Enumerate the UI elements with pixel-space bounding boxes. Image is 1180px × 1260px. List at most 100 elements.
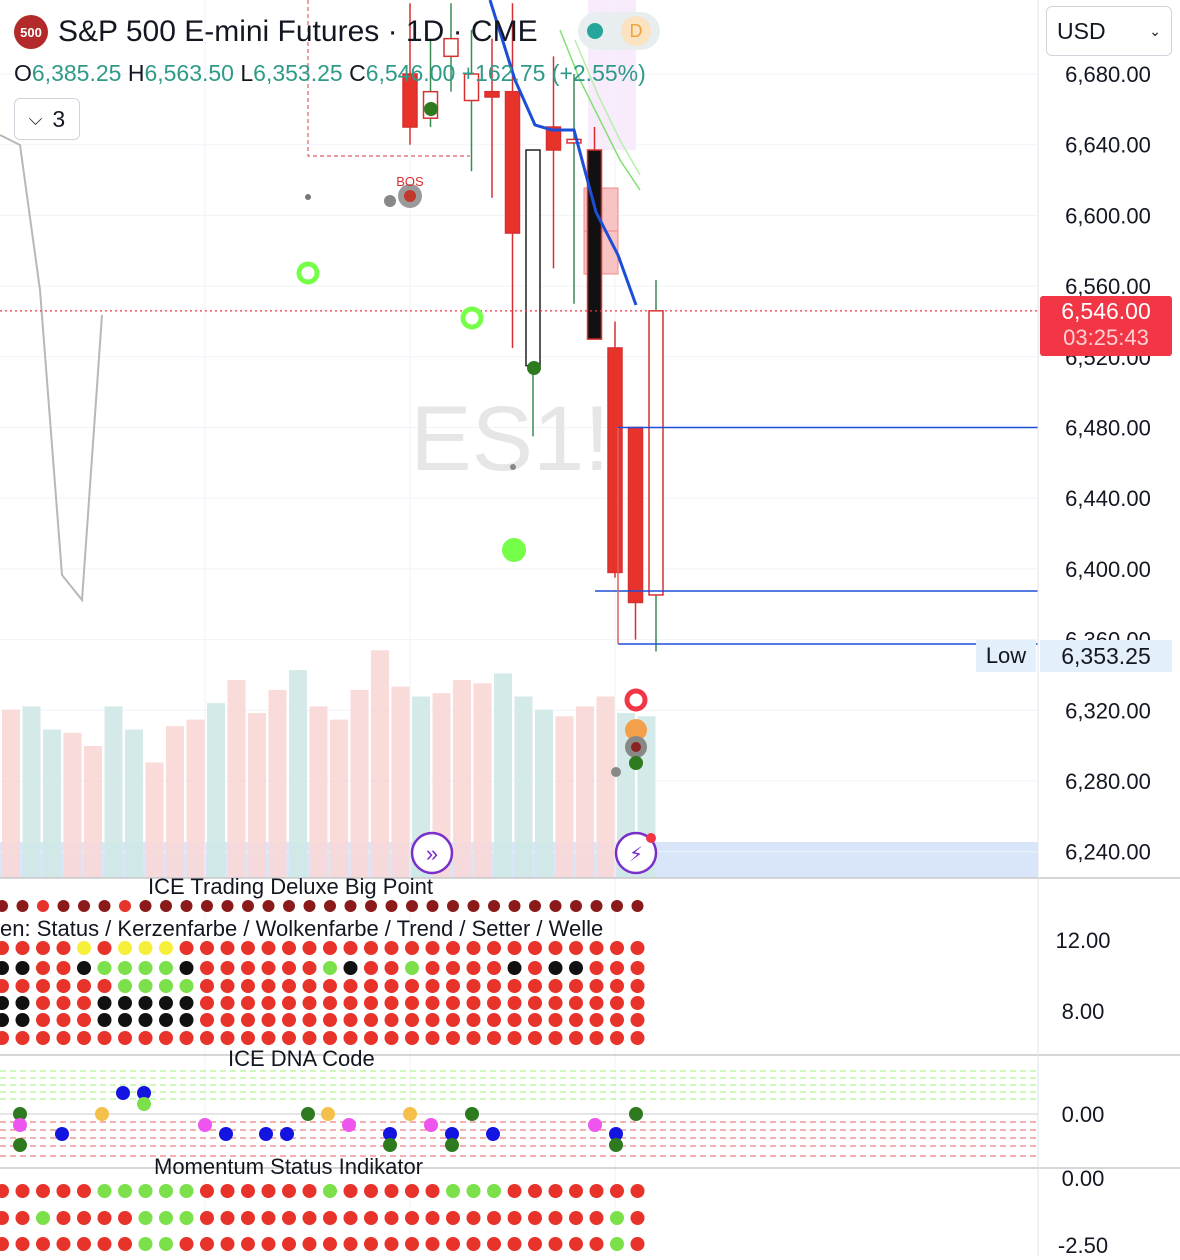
status-dot <box>343 941 358 955</box>
momentum-dot <box>15 1211 30 1225</box>
momentum-dot <box>241 1211 255 1225</box>
momentum-dot <box>261 1211 276 1225</box>
status-dot <box>569 941 583 955</box>
status-dot <box>324 900 336 912</box>
status-dot <box>180 900 193 912</box>
watermark: ES1! <box>410 388 609 490</box>
status-dot <box>425 979 440 993</box>
indicators-collapse-button[interactable]: ⌵ 3 <box>14 98 80 140</box>
candle <box>504 3 521 348</box>
status-dot <box>630 941 645 955</box>
volume-bar <box>555 716 574 878</box>
momentum-dot <box>200 1184 214 1198</box>
pane-axis-label: 8.00 <box>1062 999 1105 1024</box>
status-dot <box>343 961 358 975</box>
status-dot <box>15 996 30 1010</box>
momentum-dot <box>343 1237 358 1251</box>
price-axis-label: 6,240.00 <box>1065 840 1151 865</box>
status-dot <box>548 996 563 1010</box>
market-open-dot-icon <box>587 23 603 39</box>
volume-bar <box>227 680 246 878</box>
status-dot <box>405 941 419 955</box>
dna-dot <box>342 1118 356 1132</box>
momentum-dot <box>548 1184 563 1198</box>
status-dot <box>302 941 317 955</box>
status-dot <box>159 1013 173 1027</box>
status-dot <box>241 1031 255 1045</box>
status-dot <box>610 996 624 1010</box>
status-dot <box>323 996 337 1010</box>
status-dot <box>590 900 603 912</box>
status-dot <box>220 996 235 1010</box>
close-value: 6,546.00 <box>365 60 456 86</box>
status-dot <box>138 996 153 1010</box>
momentum-dot <box>528 1211 542 1225</box>
status-dot <box>200 941 214 955</box>
status-dot <box>589 1013 604 1027</box>
dna-dot <box>609 1127 623 1141</box>
status-dot <box>179 961 194 975</box>
signal-dot-marker <box>631 742 641 752</box>
change-value: +162.75 (+2.55%) <box>461 60 646 86</box>
status-dot <box>569 1013 583 1027</box>
status-dot <box>200 1013 214 1027</box>
volume-bar <box>43 729 61 878</box>
high-key: H <box>127 60 145 86</box>
volume-bar <box>412 696 430 878</box>
momentum-dot <box>384 1211 399 1225</box>
volume-bar <box>289 670 307 878</box>
volume-bar <box>473 683 492 878</box>
momentum-dot <box>507 1211 522 1225</box>
high-value: 6,563.50 <box>144 60 234 86</box>
status-dot <box>507 1031 522 1045</box>
symbol-title[interactable]: S&P 500 E-mini Futures · 1D · CME <box>58 15 538 48</box>
status-dot <box>487 941 501 955</box>
status-dot <box>56 1031 71 1045</box>
status-dot <box>200 996 214 1010</box>
status-dot <box>200 1031 214 1045</box>
signal-ring-marker <box>624 688 648 712</box>
session-break-icon <box>410 831 454 875</box>
momentum-dot <box>487 1211 501 1225</box>
status-dot <box>610 961 624 975</box>
momentum-dot <box>466 1184 481 1198</box>
momentum-dot <box>548 1237 563 1251</box>
status-dot <box>364 961 378 975</box>
bos-label: BOS <box>396 174 424 189</box>
signal-dot-marker <box>527 361 541 375</box>
status-dot <box>220 1013 235 1027</box>
volume-bar <box>166 726 184 878</box>
status-dot <box>201 900 213 912</box>
momentum-dot <box>446 1211 460 1225</box>
momentum-dot <box>200 1211 214 1225</box>
status-dot <box>283 900 295 912</box>
status-dot <box>78 900 90 912</box>
indicator-count: 3 <box>52 105 66 132</box>
momentum-dot <box>507 1184 522 1198</box>
open-key: O <box>14 60 32 86</box>
momentum-dot <box>343 1184 358 1198</box>
status-dot <box>118 941 132 955</box>
momentum-dot <box>466 1237 481 1251</box>
momentum-dot <box>405 1237 419 1251</box>
status-dot <box>446 979 460 993</box>
momentum-dot <box>323 1237 337 1251</box>
momentum-dot <box>179 1237 194 1251</box>
momentum-dot <box>487 1184 501 1198</box>
status-dot <box>77 996 91 1010</box>
status-dot <box>241 1013 255 1027</box>
status-dot <box>77 979 91 993</box>
currency-select[interactable]: USD ⌄ <box>1046 6 1172 56</box>
status-dot <box>364 1031 378 1045</box>
bos-marker-center <box>404 190 416 202</box>
status-dot <box>261 996 276 1010</box>
status-dot <box>589 961 604 975</box>
market-status-pill[interactable]: D <box>578 12 660 50</box>
symbol-header[interactable]: 500 S&P 500 E-mini Futures · 1D · CME <box>14 10 538 54</box>
status-dot <box>241 941 255 955</box>
status-dot <box>57 900 70 912</box>
candle-body <box>525 149 541 367</box>
status-dot <box>384 941 399 955</box>
status-dot <box>179 979 194 993</box>
